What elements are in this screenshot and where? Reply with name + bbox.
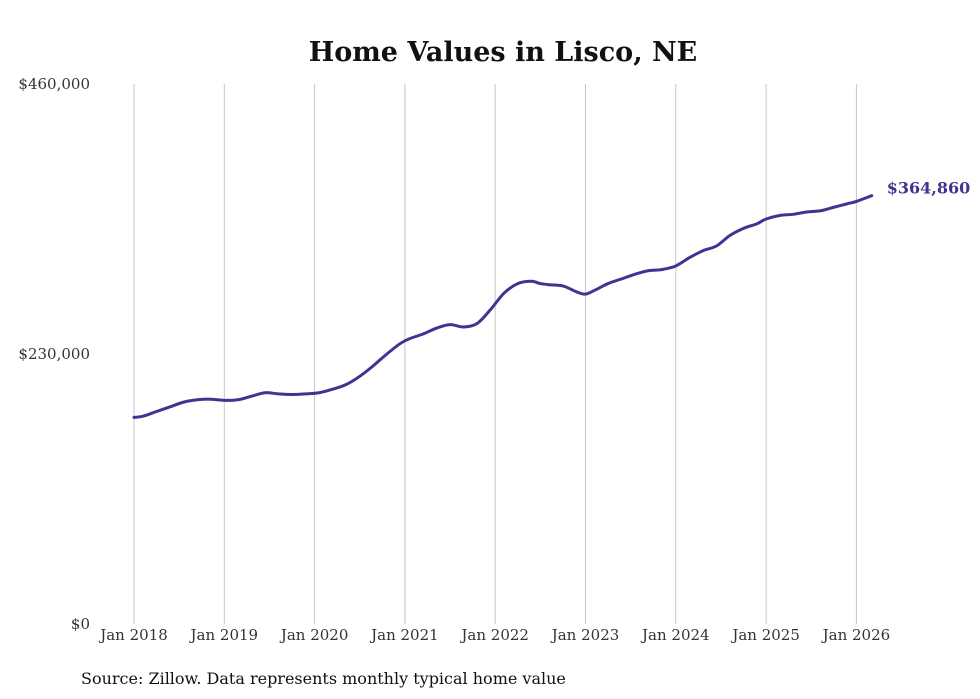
- x-tick-label: Jan 2019: [189, 626, 259, 644]
- x-axis-ticks: Jan 2018 Jan 2019 Jan 2020 Jan 2021 Jan 2022…: [98, 626, 890, 644]
- x-tick-label: Jan 2024: [640, 626, 710, 644]
- latest-value-label: $364,860: [887, 179, 971, 198]
- x-tick-label: Jan 2023: [550, 626, 620, 644]
- y-tick-label: $460,000: [18, 75, 90, 93]
- y-tick-label: $230,000: [18, 345, 90, 363]
- source-note: Source: Zillow. Data represents monthly …: [81, 669, 566, 688]
- x-tick-label: Jan 2020: [279, 626, 349, 644]
- y-axis-ticks: $0 $230,000 $460,000: [18, 75, 90, 633]
- x-tick-label: Jan 2022: [459, 626, 529, 644]
- chart-title: Home Values in Lisco, NE: [309, 37, 698, 68]
- x-tick-label: Jan 2025: [730, 626, 800, 644]
- x-tick-label: Jan 2026: [821, 626, 891, 644]
- y-tick-label: $0: [71, 615, 90, 633]
- home-value-series-line: [132, 194, 874, 419]
- x-tick-label: Jan 2018: [98, 626, 168, 644]
- x-tick-label: Jan 2021: [369, 626, 439, 644]
- gridlines: [133, 84, 857, 624]
